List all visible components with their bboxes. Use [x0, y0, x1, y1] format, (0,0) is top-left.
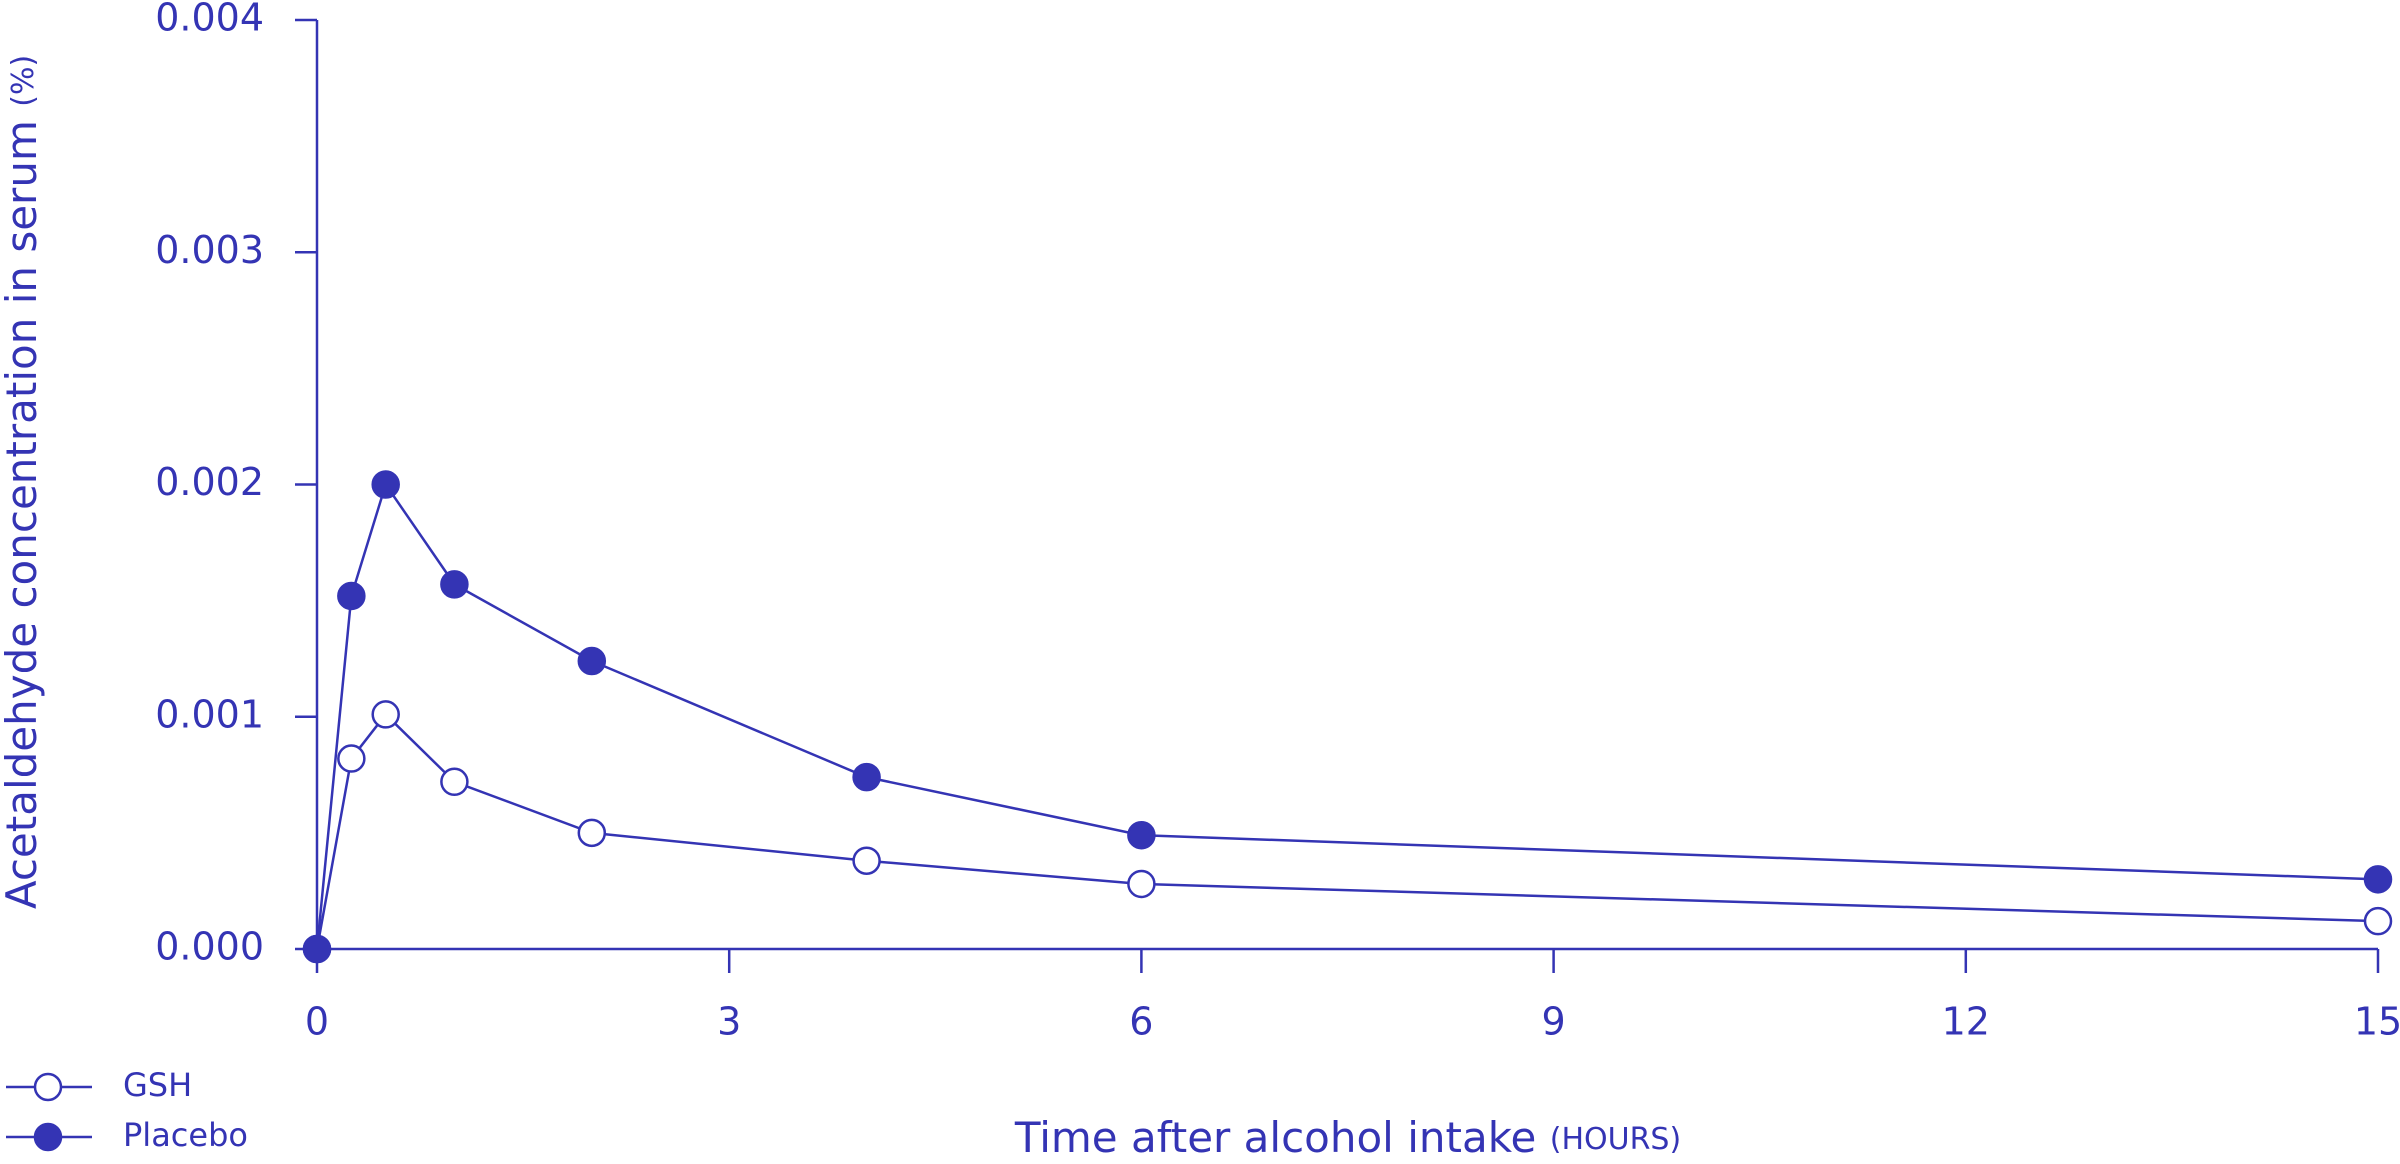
y-axis-title-text: Acetaldehyde concentration in serum	[0, 120, 46, 909]
series-line	[315, 481, 2379, 950]
legend-label: Placebo	[123, 1116, 248, 1154]
data-point	[440, 767, 469, 797]
x-tick-label: 15	[2354, 1000, 2400, 1044]
data-point	[337, 581, 366, 611]
y-axis-title: Acetaldehyde concentration in serum (%)	[0, 55, 46, 909]
x-axis-title: Time after alcohol intake (HOURS)	[1014, 1113, 1681, 1162]
data-point	[2363, 865, 2393, 894]
data-point	[852, 846, 881, 875]
x-tick-label: 3	[717, 1000, 741, 1044]
legend-label: GSH	[123, 1066, 192, 1104]
x-tick-label: 6	[1129, 1000, 1153, 1044]
data-point	[1127, 820, 1156, 850]
y-tick-label: 0.001	[155, 692, 264, 736]
x-tick-label: 12	[1942, 1000, 1990, 1044]
data-point	[2363, 906, 2393, 936]
data-point	[371, 470, 400, 499]
data-point	[1127, 869, 1156, 899]
y-axis-unit: (%)	[6, 55, 41, 107]
y-tick-label: 0.003	[155, 228, 264, 272]
y-tick-label: 0.002	[155, 460, 264, 504]
data-point	[302, 934, 332, 964]
y-tick-label: 0.004	[155, 0, 264, 40]
data-point	[577, 646, 607, 676]
data-point	[440, 570, 469, 599]
data-point	[371, 700, 400, 729]
x-axis-unit: (HOURS)	[1550, 1122, 1681, 1157]
y-tick-label: 0.000	[155, 925, 264, 969]
data-point	[577, 818, 607, 848]
data-point	[852, 762, 881, 792]
legend-marker	[33, 1122, 63, 1152]
x-axis-title-text: Time after alcohol intake	[1014, 1113, 1537, 1162]
legend-marker	[33, 1072, 63, 1102]
x-tick-label: 0	[305, 1000, 329, 1044]
x-tick-label: 9	[1542, 1000, 1566, 1044]
series-line	[315, 712, 2379, 950]
data-point	[337, 744, 366, 773]
